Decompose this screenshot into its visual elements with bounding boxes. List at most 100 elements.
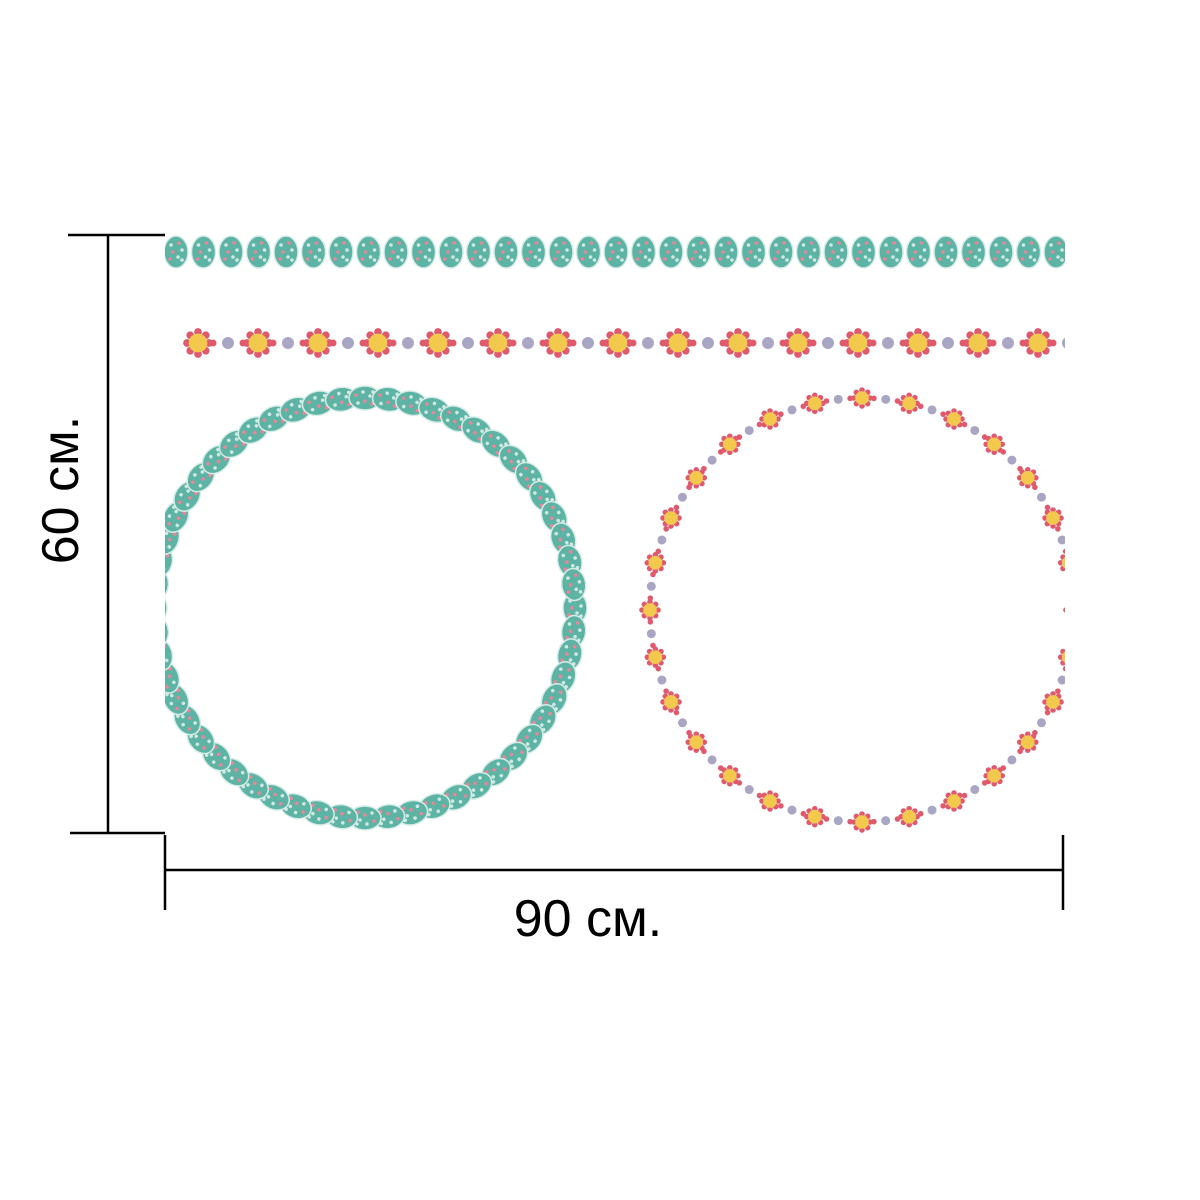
egg-dot	[513, 746, 517, 750]
egg-dot	[334, 816, 339, 820]
egg-dot	[753, 255, 758, 259]
flower	[423, 328, 453, 358]
egg	[165, 614, 170, 649]
egg-shape	[165, 567, 170, 602]
egg-dot	[289, 402, 294, 407]
flower-center	[723, 437, 737, 452]
egg-shape	[685, 235, 712, 269]
egg-dot	[671, 255, 675, 259]
egg-dot	[253, 250, 258, 254]
egg-dot	[719, 243, 723, 247]
egg-dot	[308, 250, 313, 254]
egg-dot	[218, 763, 223, 767]
egg-dot	[643, 255, 648, 259]
grey-flower	[1007, 455, 1017, 465]
egg-dot	[293, 810, 298, 815]
flower-center	[608, 333, 628, 353]
egg-dot	[468, 421, 473, 425]
egg-dot	[482, 248, 487, 252]
egg-dot	[496, 436, 500, 440]
egg-dot	[785, 248, 789, 252]
egg-dot	[227, 768, 231, 773]
egg-dot	[698, 255, 703, 259]
egg-dot	[558, 537, 563, 542]
egg-dot	[260, 783, 264, 788]
flower-center	[987, 437, 1001, 452]
egg-dot	[223, 756, 227, 760]
egg-dot	[510, 248, 514, 252]
egg-dot	[520, 750, 524, 755]
egg-dot	[354, 393, 358, 397]
egg-dot	[993, 257, 997, 261]
height-label: 60 см.	[32, 416, 90, 564]
egg-dot	[938, 257, 942, 261]
egg-dot	[385, 391, 389, 395]
egg-dot	[471, 793, 475, 797]
egg-dot	[330, 395, 335, 400]
egg-dot	[175, 523, 180, 528]
egg-dot	[828, 257, 832, 261]
egg	[850, 235, 877, 269]
egg-dot	[317, 817, 321, 821]
flower	[851, 387, 873, 409]
egg-dot	[202, 746, 206, 750]
egg-dot	[968, 250, 973, 254]
egg-dot	[436, 809, 441, 814]
egg-dot	[415, 400, 419, 405]
egg-dot	[565, 248, 569, 252]
flower	[685, 467, 708, 489]
egg-dot	[428, 807, 433, 812]
egg-dot	[549, 516, 554, 520]
egg-dot	[180, 258, 184, 262]
egg-dot	[294, 801, 299, 806]
egg-dot	[506, 255, 510, 259]
grey-flower	[646, 581, 656, 591]
egg-dot	[886, 250, 890, 254]
egg-dot	[180, 248, 184, 252]
egg-dot	[530, 469, 535, 474]
flower-center	[763, 412, 777, 426]
flower	[663, 328, 693, 358]
egg-dot	[165, 644, 167, 649]
egg-dot	[386, 811, 390, 816]
bead	[329, 339, 337, 347]
egg-dot	[246, 424, 251, 428]
egg-dot	[405, 813, 410, 818]
grey-flower	[744, 425, 754, 435]
egg-dot	[1023, 250, 1028, 254]
egg-dot	[181, 714, 185, 719]
egg-dot	[370, 811, 374, 815]
egg-dot	[503, 767, 507, 771]
egg-dot	[415, 257, 420, 261]
egg-dot	[1032, 248, 1037, 252]
egg	[575, 235, 602, 269]
egg-dot	[176, 714, 180, 718]
flower-center	[902, 396, 916, 411]
egg-dot	[437, 797, 442, 801]
egg-dot	[562, 241, 566, 245]
egg-dot	[757, 258, 762, 262]
egg-dot	[458, 425, 462, 430]
egg-dot	[644, 241, 649, 245]
egg-dot	[837, 241, 841, 245]
egg	[165, 638, 174, 672]
flower	[1063, 607, 1065, 613]
egg-dot	[232, 241, 236, 245]
egg-dot	[781, 255, 785, 259]
egg-dot	[748, 250, 753, 254]
egg	[1015, 235, 1042, 269]
egg-dot	[257, 791, 262, 795]
flower	[843, 328, 873, 358]
egg-dot	[216, 459, 221, 464]
bead	[894, 816, 901, 822]
egg-dot	[973, 255, 978, 259]
flower-center	[987, 768, 1001, 783]
flower-center	[855, 815, 869, 829]
egg-dot	[858, 250, 863, 254]
bead	[673, 504, 680, 511]
egg-dot	[561, 553, 566, 558]
bead	[1044, 709, 1051, 716]
egg-dot	[538, 716, 543, 720]
egg-dot	[196, 243, 201, 247]
